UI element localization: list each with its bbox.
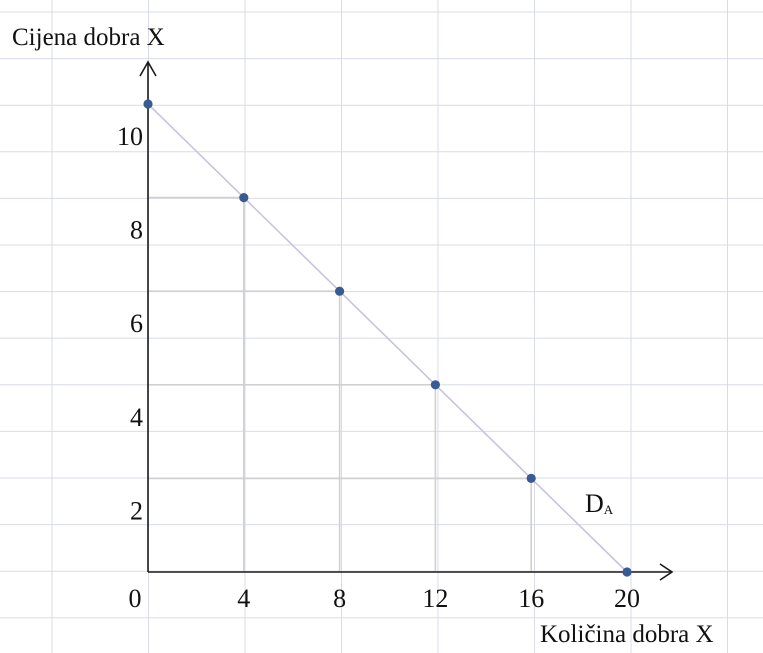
data-points xyxy=(143,99,632,577)
x-axis-title: Količina dobra X xyxy=(540,621,714,648)
y-tick-label: 2 xyxy=(130,496,143,525)
series-label-sub: A xyxy=(604,502,614,517)
demand-line xyxy=(147,103,628,573)
data-point xyxy=(335,286,345,296)
x-tick-label: 20 xyxy=(614,584,640,613)
data-point xyxy=(526,473,536,483)
x-tick-label: 8 xyxy=(333,584,346,613)
y-tick-label: 8 xyxy=(130,216,143,245)
x-tick-label: 16 xyxy=(518,584,544,613)
data-point xyxy=(430,380,440,390)
x-tick-label: 12 xyxy=(422,584,448,613)
y-tick-label: 6 xyxy=(130,309,143,338)
series-label: DA xyxy=(585,489,614,518)
y-axis-arrow-icon xyxy=(139,60,157,77)
data-point xyxy=(622,567,632,577)
demand-curve xyxy=(147,103,628,573)
x-axis-arrow-icon xyxy=(659,563,674,581)
y-axis-title: Cijena dobra X xyxy=(12,24,165,51)
y-tick-label: 4 xyxy=(130,403,143,432)
axes xyxy=(139,60,674,581)
x-tick-label: 4 xyxy=(237,584,250,613)
data-point xyxy=(239,193,249,203)
y-tick-label: 10 xyxy=(117,122,143,151)
series-label-main: D xyxy=(585,489,604,518)
guide-lines xyxy=(148,196,533,572)
x-tick-label: 0 xyxy=(129,584,142,613)
data-point xyxy=(143,99,153,109)
